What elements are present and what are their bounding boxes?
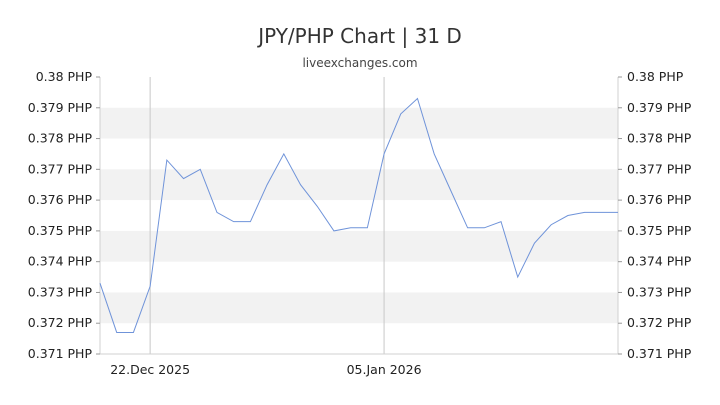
y-tick-label-right: 0.376 PHP — [627, 192, 692, 207]
y-tick-label-left: 0.372 PHP — [28, 315, 93, 330]
y-tick-label-right: 0.374 PHP — [627, 254, 692, 269]
x-tick-label: 05.Jan 2026 — [347, 362, 422, 377]
y-tick-label-left: 0.374 PHP — [28, 254, 93, 269]
y-tick-label-right: 0.371 PHP — [627, 346, 692, 361]
y-tick-label-left: 0.378 PHP — [28, 131, 93, 146]
y-tick-label-right: 0.379 PHP — [627, 100, 692, 115]
x-tick-label: 22.Dec 2025 — [110, 362, 190, 377]
grid-band — [100, 230, 618, 262]
y-tick-label-left: 0.375 PHP — [28, 223, 93, 238]
y-tick-label-left: 0.377 PHP — [28, 161, 93, 176]
y-tick-label-right: 0.375 PHP — [627, 223, 692, 238]
y-tick-label-left: 0.379 PHP — [28, 100, 93, 115]
chart-title: JPY/PHP Chart | 31 D — [258, 24, 462, 48]
y-tick-label-left: 0.376 PHP — [28, 192, 93, 207]
grid-band — [100, 107, 618, 139]
chart-subtitle: liveexchanges.com — [302, 56, 418, 70]
y-tick-label-left: 0.371 PHP — [28, 346, 93, 361]
grid-band — [100, 292, 618, 324]
y-tick-label-right: 0.373 PHP — [627, 284, 692, 299]
y-tick-label-right: 0.377 PHP — [627, 161, 692, 176]
y-tick-label-right: 0.38 PHP — [627, 69, 684, 84]
series-line — [99, 97, 618, 333]
y-tick-label-right: 0.378 PHP — [627, 131, 692, 146]
y-tick-label-right: 0.372 PHP — [627, 315, 692, 330]
grid-band — [100, 169, 618, 201]
y-tick-label-left: 0.373 PHP — [28, 284, 93, 299]
y-tick-label-left: 0.38 PHP — [36, 69, 93, 84]
